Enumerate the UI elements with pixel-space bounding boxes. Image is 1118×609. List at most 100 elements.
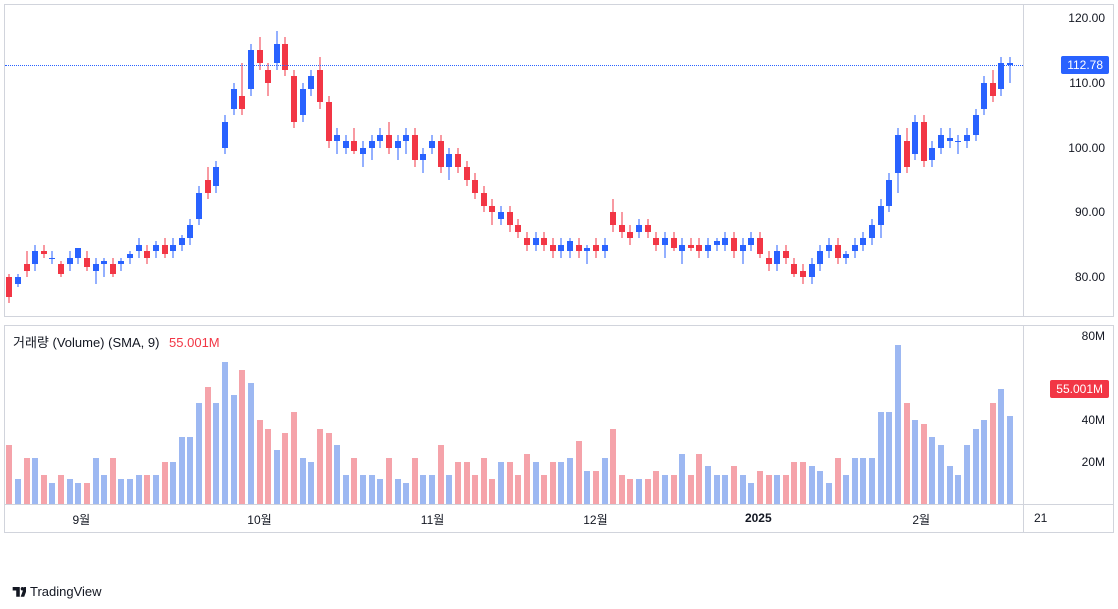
candle [265, 5, 271, 316]
candle [464, 5, 470, 316]
price-chart-area: 112.78 80.0090.00100.00110.00120.00 [4, 4, 1114, 317]
candle [75, 5, 81, 316]
volume-bar [835, 458, 841, 504]
time-axis-label: 12월 [583, 511, 607, 528]
candle [852, 5, 858, 316]
volume-bar [32, 458, 38, 504]
volume-bar [75, 483, 81, 504]
candle [32, 5, 38, 316]
last-volume-value: 55.001M [1056, 382, 1103, 396]
candle [705, 5, 711, 316]
candle [222, 5, 228, 316]
time-axis-pane[interactable]: 9월10월11월12월20252월 [5, 505, 1023, 533]
volume-bar [24, 458, 30, 504]
volume-bar [627, 479, 633, 504]
volume-bar [757, 471, 763, 505]
last-volume-flag: 55.001M [1050, 380, 1109, 398]
candle [481, 5, 487, 316]
candle [774, 5, 780, 316]
candle [248, 5, 254, 316]
volume-bar [507, 462, 513, 504]
candle [420, 5, 426, 316]
candle [636, 5, 642, 316]
candle [835, 5, 841, 316]
volume-bar [947, 466, 953, 504]
volume-bar [429, 475, 435, 504]
candle [895, 5, 901, 316]
candle [869, 5, 875, 316]
candle [671, 5, 677, 316]
volume-bar [274, 450, 280, 504]
volume-bar [593, 471, 599, 505]
volume-pane[interactable]: 거래량 (Volume) (SMA, 9) 55.001M [5, 326, 1023, 504]
candle [429, 5, 435, 316]
candle [334, 5, 340, 316]
volume-bar [748, 483, 754, 504]
candle [403, 5, 409, 316]
candle [360, 5, 366, 316]
volume-bar [619, 475, 625, 504]
volume-bar [990, 403, 996, 504]
volume-bar [351, 458, 357, 504]
volume-bar [179, 437, 185, 504]
volume-bar [800, 462, 806, 504]
candle [998, 5, 1004, 316]
candle [369, 5, 375, 316]
candle [921, 5, 927, 316]
candle [67, 5, 73, 316]
price-y-axis[interactable]: 112.78 80.0090.00100.00110.00120.00 [1023, 5, 1113, 316]
volume-bar [58, 475, 64, 504]
volume-bar [231, 395, 237, 504]
volume-bar [205, 387, 211, 504]
volume-bar [464, 462, 470, 504]
volume-bar [895, 345, 901, 504]
candle [688, 5, 694, 316]
candle [395, 5, 401, 316]
time-axis-label: 10월 [247, 511, 271, 528]
candle [550, 5, 556, 316]
volume-bar [636, 479, 642, 504]
volume-bar [196, 403, 202, 504]
volume-bar [533, 462, 539, 504]
price-pane[interactable] [5, 5, 1023, 316]
volume-bar [455, 462, 461, 504]
volume-bar [783, 475, 789, 504]
candle [938, 5, 944, 316]
candle [843, 5, 849, 316]
candle [1007, 5, 1013, 316]
volume-bar [360, 475, 366, 504]
volume-bar [817, 471, 823, 505]
volume-bar [567, 458, 573, 504]
volume-bar [257, 420, 263, 504]
candle [187, 5, 193, 316]
time-axis-label: 2025 [745, 511, 772, 525]
candle [24, 5, 30, 316]
volume-bar [714, 475, 720, 504]
time-axis-right: 21 [1023, 505, 1113, 533]
candle [627, 5, 633, 316]
candle [748, 5, 754, 316]
time-axis-label: 2월 [912, 511, 930, 528]
candle [300, 5, 306, 316]
candle [308, 5, 314, 316]
candle [489, 5, 495, 316]
volume-bar [101, 475, 107, 504]
candle [653, 5, 659, 316]
volume-bar [265, 429, 271, 504]
candle [610, 5, 616, 316]
volume-bar [576, 441, 582, 504]
candle [679, 5, 685, 316]
candle [558, 5, 564, 316]
candle [740, 5, 746, 316]
volume-bar [766, 475, 772, 504]
volume-bar [395, 479, 401, 504]
volume-bar [49, 483, 55, 504]
volume-bar [187, 437, 193, 504]
tradingview-brand[interactable]: TradingView [10, 583, 102, 599]
volume-y-axis[interactable]: 55.001M 20M40M80M [1023, 326, 1113, 504]
volume-bar [584, 471, 590, 505]
candle [118, 5, 124, 316]
volume-bar [774, 475, 780, 504]
brand-label: TradingView [30, 584, 102, 599]
volume-bar [696, 454, 702, 504]
